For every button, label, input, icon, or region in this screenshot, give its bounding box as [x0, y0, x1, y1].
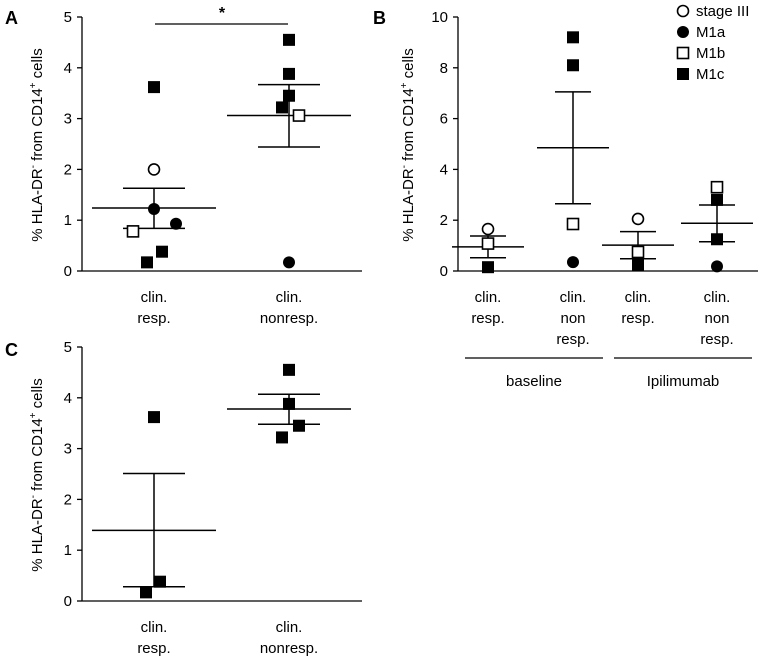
- panel-c-group-1-data-point: [140, 586, 152, 599]
- legend-label-m1a: M1a: [696, 24, 726, 41]
- panel-c-y-tick-label: 2: [64, 491, 72, 508]
- panel-b-group-2-data-point: [566, 217, 580, 231]
- panel-a-plot: 0 1 2 3 4 5 clin. resp. clin. nonresp.: [64, 9, 362, 327]
- ipilimumab-bracket-label: Ipilimumab: [647, 373, 720, 390]
- panel-b: B % HLA-DR- from CD14+ cells 0 2 4 6 8 10 clin…: [373, 8, 758, 390]
- panel-a-group-2-data-point: [283, 33, 295, 46]
- baseline-bracket-label: baseline: [506, 373, 562, 390]
- panel-b-y-tick-label: 8: [440, 60, 448, 77]
- panel-b-group-3-category-label: clin. resp.: [621, 289, 654, 327]
- open-square-icon: [676, 46, 690, 60]
- panel-b-group-4-data-point: [711, 233, 723, 246]
- panel-c-group-1-data-point: [148, 411, 160, 424]
- panel-a-group-2-category-label: clin. nonresp.: [260, 289, 318, 327]
- panel-a-group-1-data-point: [148, 81, 160, 94]
- panel-a-y-tick-label: 4: [64, 60, 72, 77]
- panel-b-y-tick-label: 0: [440, 263, 448, 280]
- panel-a-group-2-data-point: [276, 101, 288, 114]
- panel-b-y-axis-label: % HLA-DR- from CD14+ cells: [399, 48, 417, 241]
- panel-c-group-2-data-point: [276, 431, 288, 444]
- panel-a-y-axis-label: % HLA-DR- from CD14+ cells: [28, 48, 46, 241]
- panel-a-group-1-data-point: [141, 256, 153, 269]
- legend: stage III M1a M1b M1c: [676, 3, 749, 83]
- panel-a-group-1-data-point: [148, 203, 160, 216]
- panel-b-y-tick-label: 4: [440, 161, 448, 178]
- panel-b-y-tick-label: 10: [431, 9, 448, 26]
- panel-b-group-3-data-point: [631, 245, 645, 259]
- filled-square-icon: [677, 68, 689, 80]
- panel-b-y-tick-label: 6: [440, 111, 448, 128]
- legend-label-m1b: M1b: [696, 45, 725, 62]
- panel-a-group-2-data-point: [283, 89, 295, 102]
- panel-b-group-4-data-point: [711, 260, 723, 273]
- legend-label-m1c: M1c: [696, 66, 725, 83]
- panel-b-y-tick-label: 2: [440, 212, 448, 229]
- panel-a-group-1-data-point: [126, 225, 140, 238]
- panel-c-y-tick-label: 1: [64, 542, 72, 559]
- panel-c-y-tick-label: 0: [64, 593, 72, 610]
- panel-b-letter: B: [373, 8, 386, 28]
- panel-b-group-2-data-point: [567, 59, 579, 72]
- panel-b-group-1-data-point: [481, 222, 495, 236]
- panel-a-group-1-data-point: [170, 217, 182, 230]
- panel-b-group-1-category-label: clin. resp.: [471, 289, 504, 327]
- panel-a: A % HLA-DR- from CD14+ cells 0 1 2 3 4 5 clin.…: [5, 5, 362, 327]
- panel-c-y-tick-label: 4: [64, 390, 72, 407]
- panel-b-plot: 0 2 4 6 8 10 clin. resp. clin. non resp. clin. resp.…: [431, 9, 758, 348]
- panel-a-y-tick-label: 0: [64, 263, 72, 280]
- filled-circle-icon: [677, 26, 689, 38]
- panel-a-group-2-data-point: [283, 67, 295, 80]
- panel-b-group-1-data-point: [481, 237, 495, 250]
- panel-c-group-2-data-point: [293, 419, 305, 432]
- panel-a-y-tick-label: 2: [64, 161, 72, 178]
- panel-c-y-tick-label: 5: [64, 339, 72, 356]
- panel-b-group-2-data-point: [567, 256, 579, 269]
- panel-a-letter: A: [5, 8, 18, 28]
- panel-a-group-1-data-point: [147, 163, 161, 176]
- panel-c-group-1-category-label: clin. resp.: [137, 619, 170, 657]
- panel-a-y-tick-label: 3: [64, 111, 72, 128]
- panel-c-group-1-data-point: [154, 575, 166, 588]
- panel-c-group-2-data-point: [283, 397, 295, 410]
- panel-b-group-4-data-point: [710, 180, 724, 194]
- panel-c-letter: C: [5, 340, 18, 360]
- panel-b-group-2-category-label: clin. non resp.: [556, 289, 589, 348]
- panel-c-group-2-data-point: [283, 363, 295, 376]
- panel-a-group-2-data-point: [292, 109, 306, 122]
- panel-c-plot: 0 1 2 3 4 5 clin. resp. clin. nonresp.: [64, 339, 362, 657]
- panel-b-group-4-data-point: [711, 193, 723, 206]
- open-circle-icon: [676, 4, 690, 18]
- panel-a-significance-marker: *: [219, 5, 226, 22]
- panel-c-y-tick-label: 3: [64, 441, 72, 458]
- panel-a-group-1-data-point: [156, 245, 168, 258]
- panel-b-group-3-data-point: [632, 259, 644, 272]
- panel-b-group-2-data-point: [567, 31, 579, 44]
- panel-a-y-tick-label: 5: [64, 9, 72, 26]
- panel-c: C % HLA-DR- from CD14+ cells 0 1 2 3 4 5 clin.…: [5, 339, 362, 657]
- legend-label-stage-iii: stage III: [696, 3, 749, 20]
- panel-c-y-axis-label: % HLA-DR- from CD14+ cells: [28, 378, 46, 571]
- panel-c-group-2-category-label: clin. nonresp.: [260, 619, 318, 657]
- panel-b-group-1-data-point: [482, 261, 494, 274]
- panel-b-group-4-category-label: clin. non resp.: [700, 289, 733, 348]
- panel-a-y-tick-label: 1: [64, 212, 72, 229]
- panel-a-group-2-data-point: [283, 256, 295, 269]
- panel-a-group-1-category-label: clin. resp.: [137, 289, 170, 327]
- panel-b-group-3-data-point: [631, 212, 645, 226]
